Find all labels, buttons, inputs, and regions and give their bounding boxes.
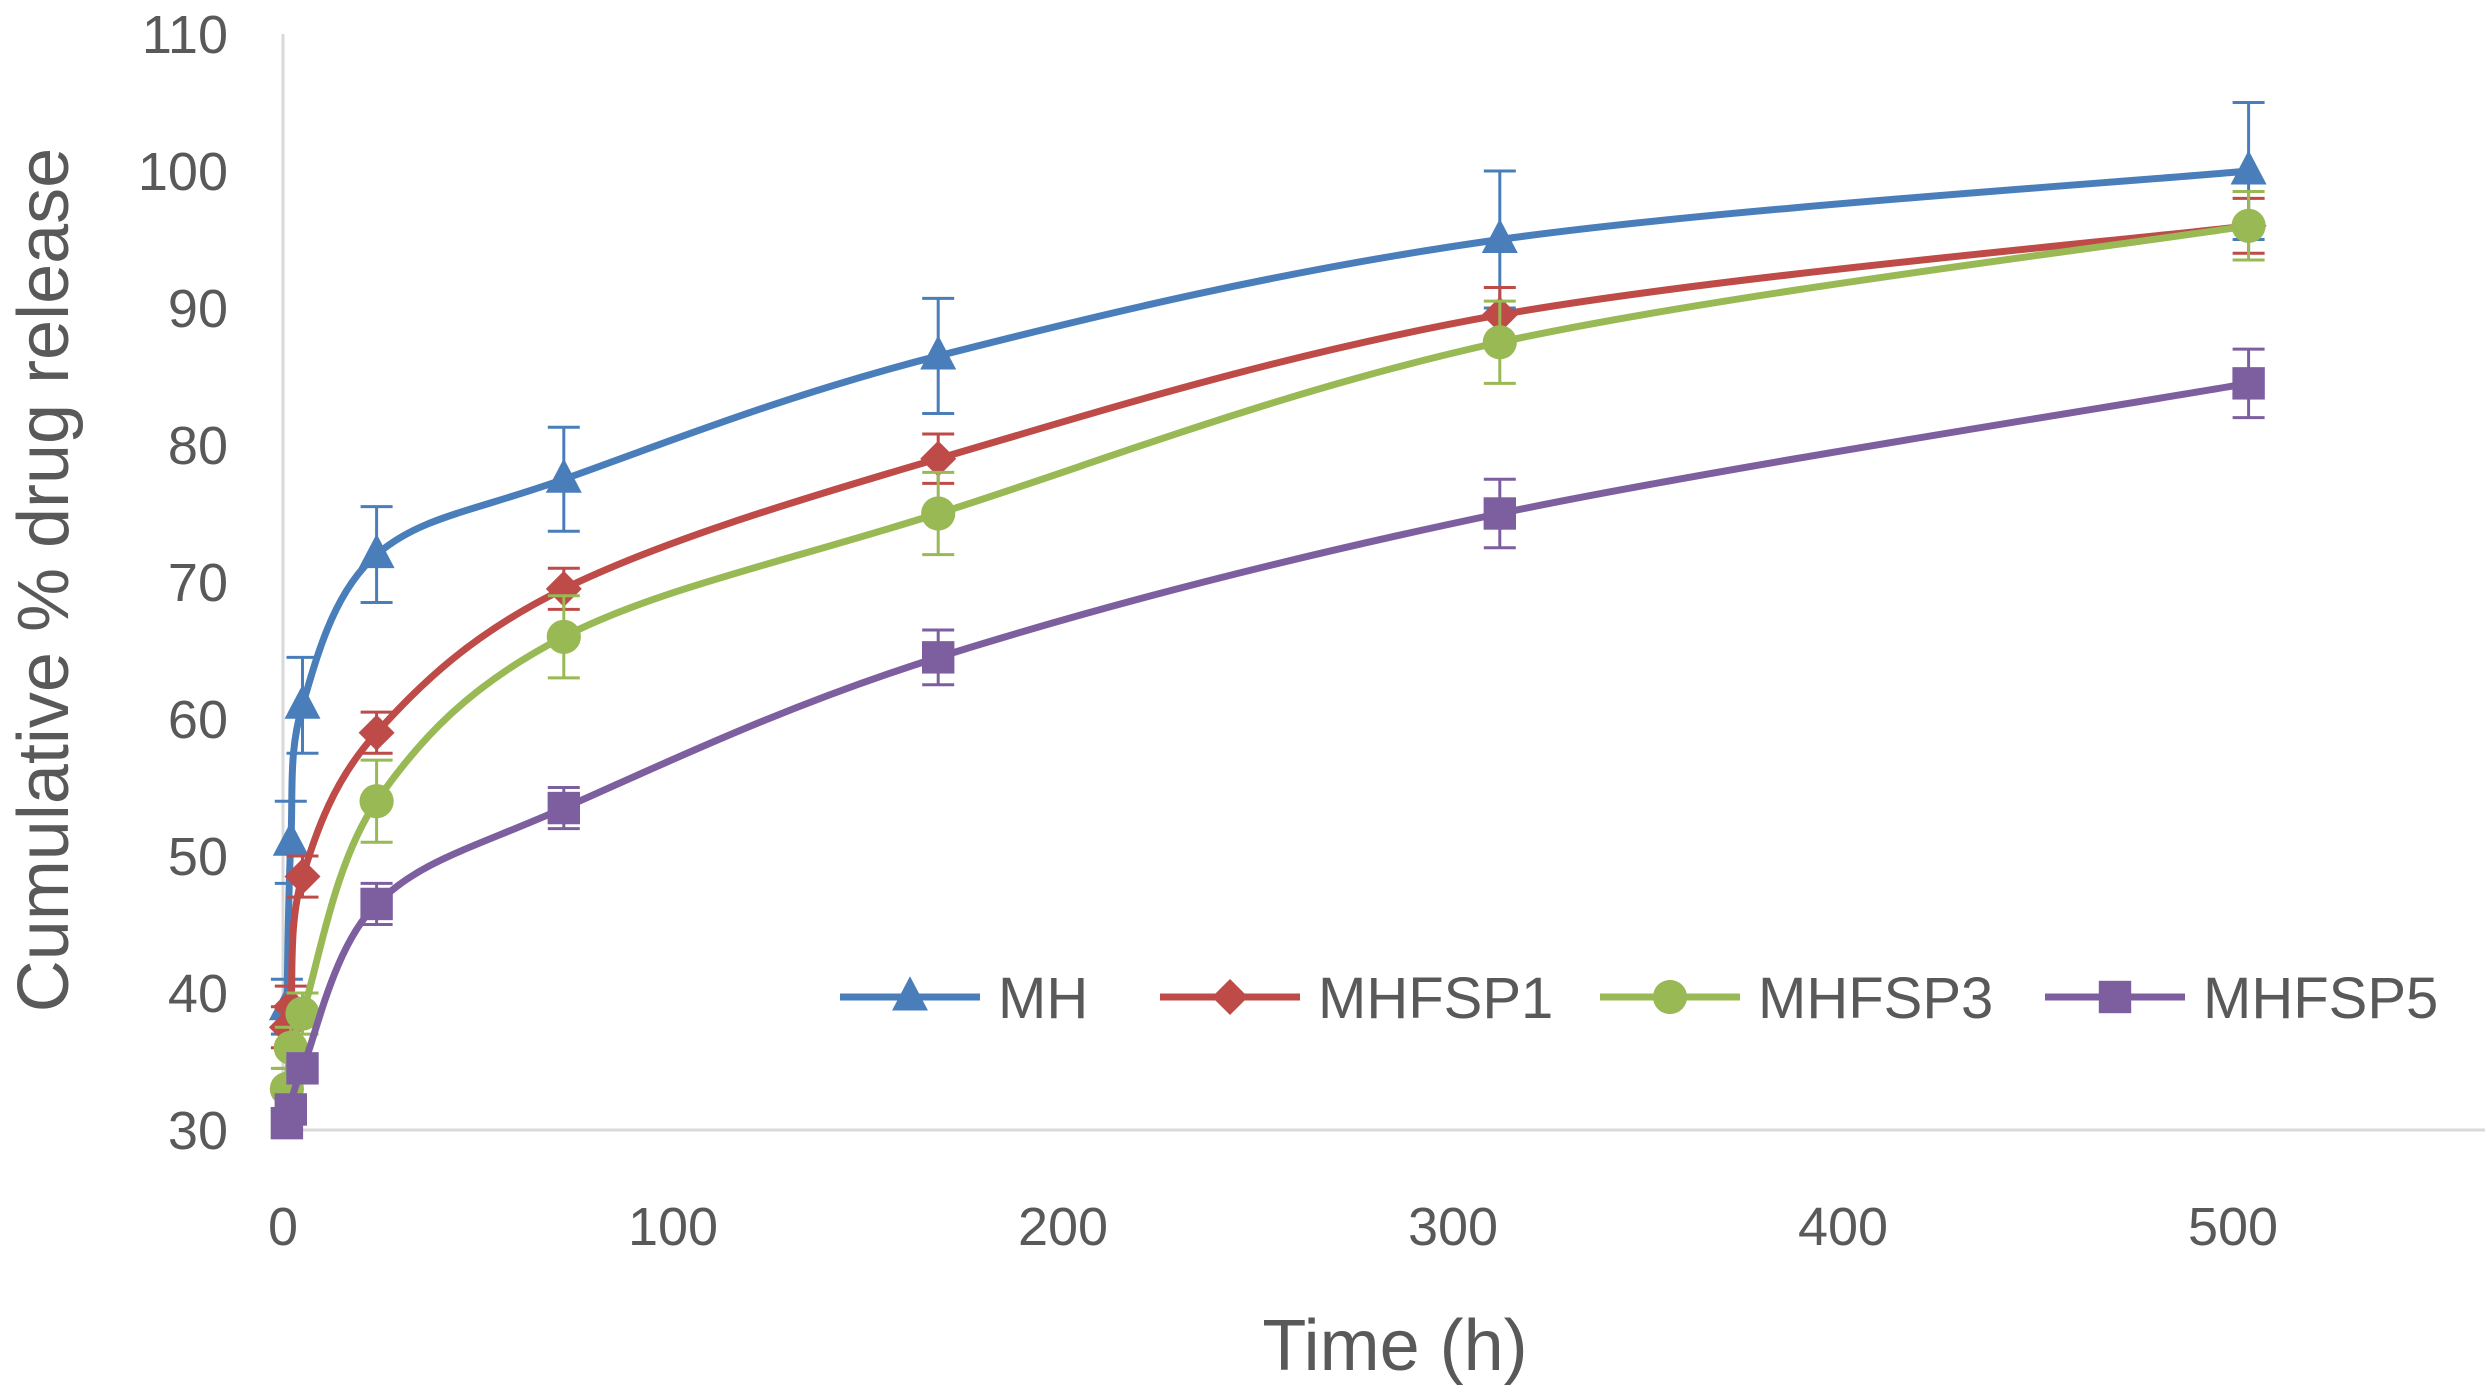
- x-axis-title: Time (h): [1262, 1306, 1527, 1386]
- data-point: [358, 533, 395, 569]
- y-tick-label: 70: [168, 553, 228, 613]
- y-tick-label: 80: [168, 416, 228, 476]
- x-tick-label: 100: [628, 1197, 718, 1257]
- x-tick-label: 0: [268, 1197, 298, 1257]
- series-line: [283, 222, 2253, 1093]
- y-tick-label: 60: [168, 690, 228, 750]
- legend-marker: [2098, 980, 2132, 1014]
- data-point: [360, 887, 393, 921]
- legend-marker: [1652, 979, 1688, 1015]
- legend-label: MH: [998, 966, 1088, 1031]
- data-point: [547, 791, 580, 825]
- data-point: [1482, 325, 1517, 360]
- data-point: [2231, 208, 2266, 243]
- x-tick-label: 400: [1798, 1197, 1888, 1257]
- legend-item: MHFSP3: [1600, 966, 1993, 1031]
- series-MHFSP5: [270, 347, 2265, 1140]
- y-tick-label: 100: [138, 142, 228, 202]
- x-tick-label: 500: [2188, 1197, 2278, 1257]
- series-MHFSP3: [269, 190, 2266, 1111]
- data-point: [545, 570, 582, 607]
- legend-item: MHFSP5: [2045, 966, 2438, 1031]
- data-point: [284, 684, 321, 719]
- legend-item: MH: [840, 966, 1088, 1031]
- data-point: [272, 821, 309, 856]
- data-point: [920, 335, 957, 370]
- legend: MH MHFSP1 MHFSP3 MHFSP5: [840, 966, 2438, 1031]
- legend-label: MHFSP3: [1758, 966, 1993, 1031]
- y-axis-title: Cumulative % drug release: [4, 148, 84, 1012]
- x-tick-label: 300: [1408, 1197, 1498, 1257]
- y-tick-label: 50: [168, 827, 228, 887]
- data-point: [921, 496, 956, 531]
- legend-item: MHFSP1: [1160, 966, 1553, 1031]
- legend-marker: [892, 976, 928, 1011]
- data-point: [1481, 218, 1518, 253]
- y-tick-label: 40: [168, 964, 228, 1024]
- legend-label: MHFSP5: [2203, 966, 2438, 1031]
- data-point: [274, 1093, 307, 1126]
- legend-marker: [1212, 979, 1248, 1015]
- data-point: [2232, 367, 2265, 400]
- y-tick-label: 90: [168, 279, 228, 339]
- data-point: [546, 619, 581, 654]
- y-tick-label: 110: [142, 5, 228, 65]
- series-line: [283, 167, 2253, 1011]
- data-point: [286, 1052, 319, 1085]
- data-point: [358, 714, 395, 751]
- data-point: [922, 641, 955, 674]
- legend-label: MHFSP1: [1318, 966, 1553, 1031]
- y-tick-label: 30: [168, 1101, 228, 1161]
- data-point: [920, 440, 957, 477]
- data-point: [2230, 150, 2267, 185]
- data-point: [1483, 497, 1516, 530]
- data-point: [359, 784, 394, 819]
- data-point: [545, 458, 582, 493]
- data-point: [285, 996, 320, 1031]
- data-point: [284, 858, 321, 895]
- x-tick-label: 200: [1018, 1197, 1108, 1257]
